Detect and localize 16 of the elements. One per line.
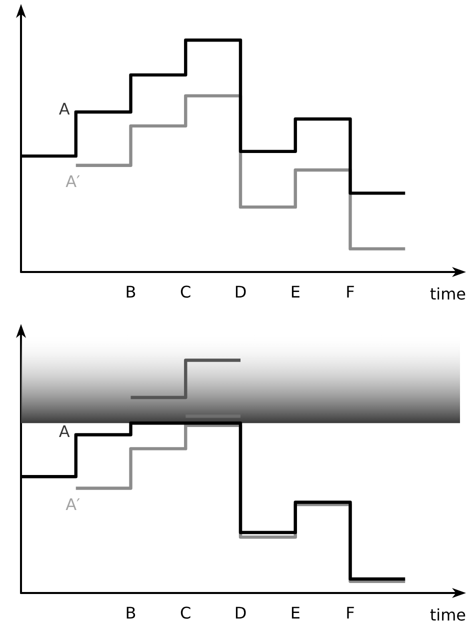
annotation: A′ xyxy=(66,494,81,514)
x-tick-label: B xyxy=(125,604,136,622)
x-tick-label: D xyxy=(234,604,247,622)
x-axis-title: time xyxy=(430,284,466,304)
annotation: A xyxy=(58,422,70,442)
x-tick-label: F xyxy=(346,282,355,302)
x-tick-label: D xyxy=(234,282,247,302)
annotation: A xyxy=(58,100,70,119)
x-tick-label: E xyxy=(290,282,300,302)
x-tick-label: C xyxy=(180,604,192,622)
x-tick-label: E xyxy=(290,604,300,622)
annotation: A′ xyxy=(66,172,81,191)
x-axis-title: time xyxy=(430,606,466,623)
x-tick-label: F xyxy=(346,604,355,622)
x-tick-label: B xyxy=(125,282,136,302)
x-tick-label: C xyxy=(180,282,192,302)
